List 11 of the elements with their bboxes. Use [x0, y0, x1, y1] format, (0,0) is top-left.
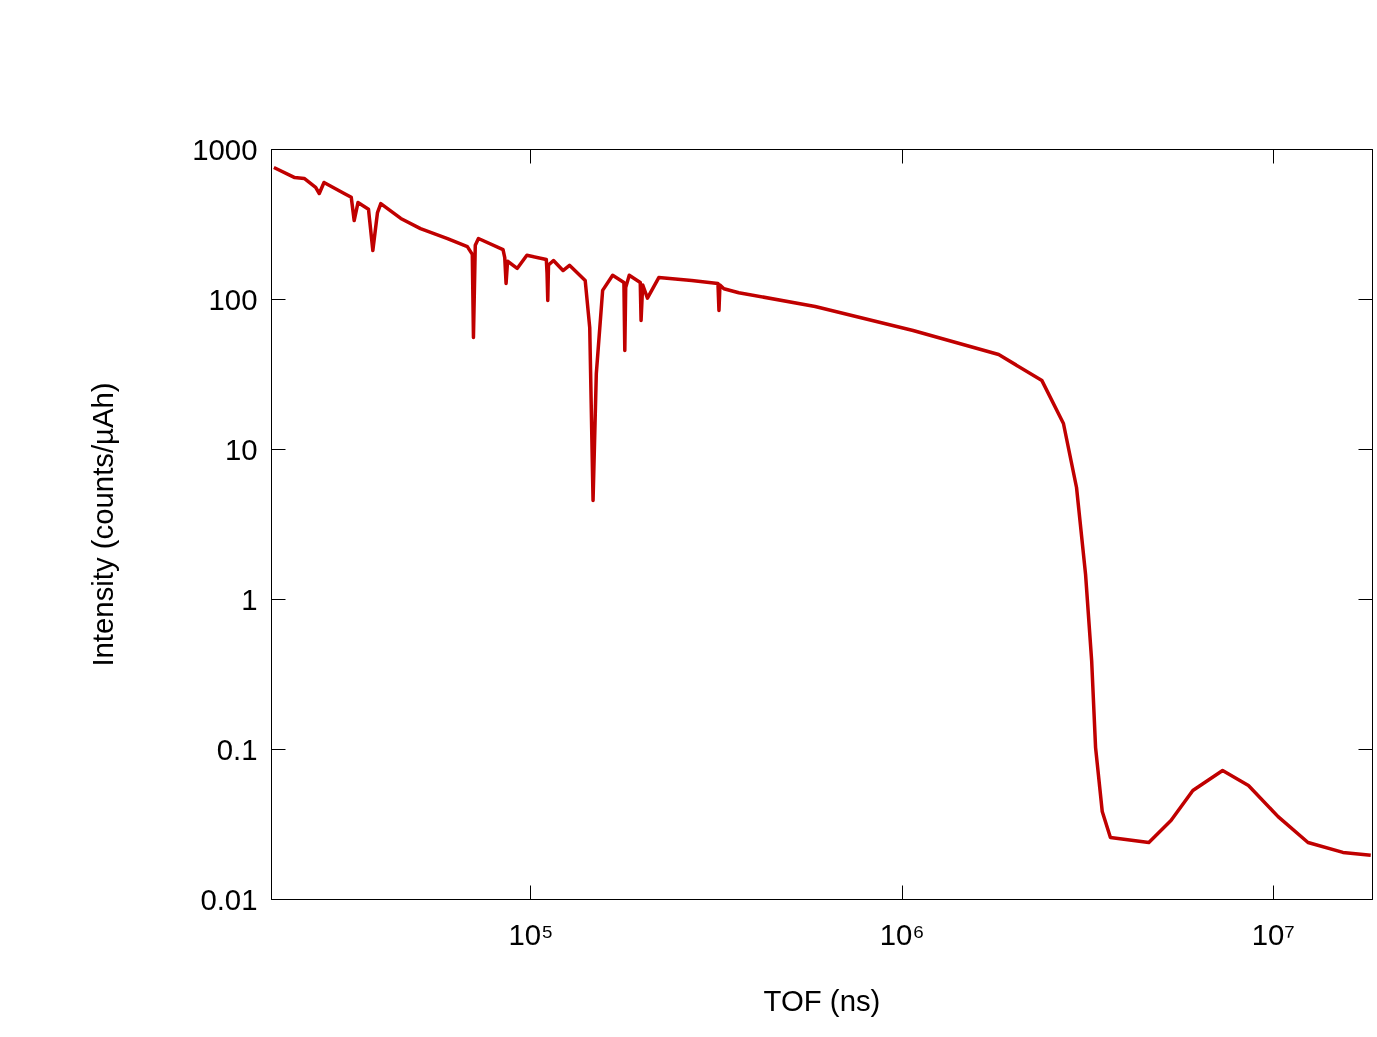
x-axis-title: TOF (ns)	[763, 983, 881, 1017]
y-tick-label: 0.1	[216, 732, 258, 766]
y-tick-label: 10	[224, 432, 258, 466]
x-tick-label: 10⁵	[508, 917, 554, 951]
y-tick-label: 1	[241, 582, 258, 616]
y-tick-label: 0.01	[200, 882, 258, 916]
x-tick-label: 10⁷	[1251, 917, 1295, 951]
y-axis-title: Intensity (counts/µAh)	[86, 382, 120, 667]
y-tick-label: 1000	[192, 132, 258, 166]
x-tick-label: 10⁶	[879, 917, 925, 951]
y-tick-label: 100	[208, 282, 258, 316]
